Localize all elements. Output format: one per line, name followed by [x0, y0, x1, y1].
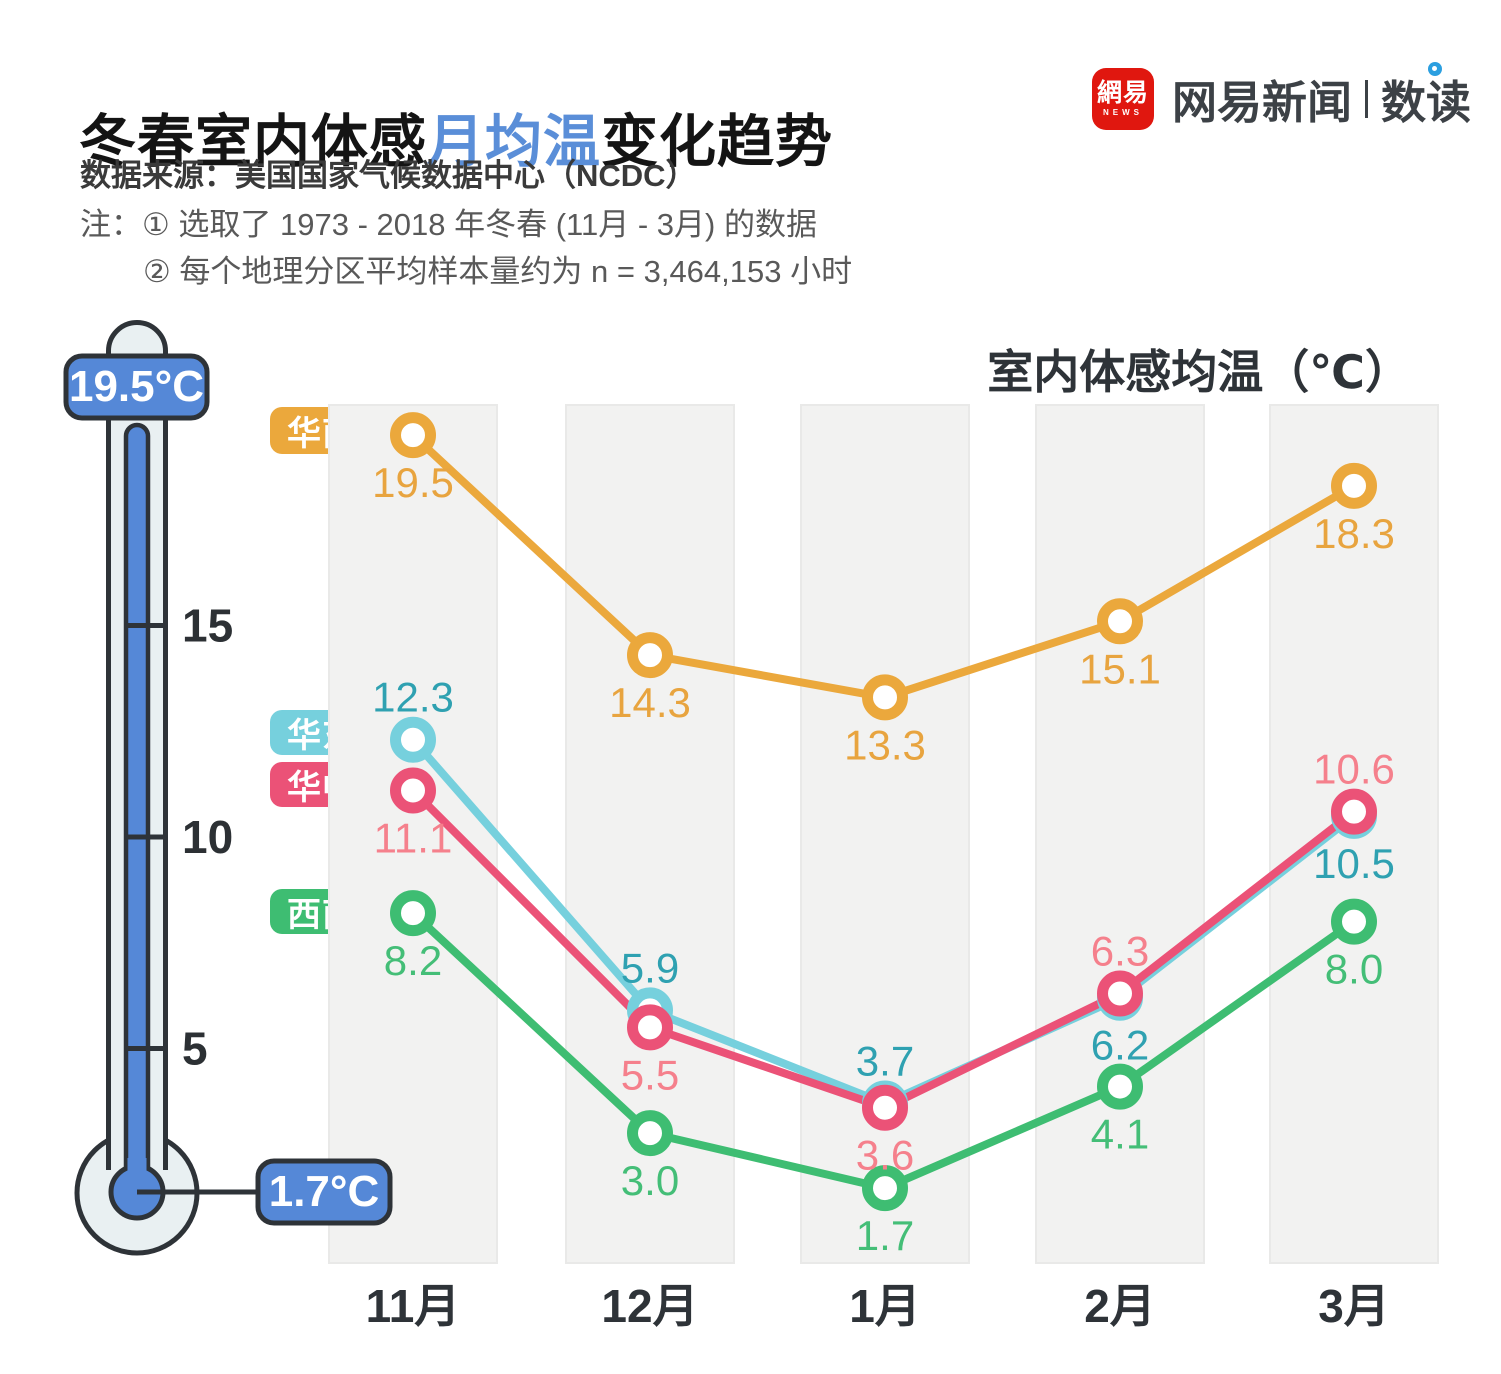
- value-label-xinan: 3.0: [621, 1157, 679, 1204]
- x-axis-label-12月: 12月: [601, 1280, 698, 1332]
- thermometer-tick-label: 5: [182, 1023, 208, 1075]
- thermometer-min-label-box: [255, 1158, 393, 1226]
- title-part-3: 变化趋势: [601, 110, 833, 175]
- thermometer-tick-label: 15: [182, 600, 233, 652]
- data-point-huanan: [627, 632, 673, 679]
- value-label-huadong: 10.5: [1313, 840, 1395, 887]
- value-label-huanan: 19.5: [372, 459, 454, 506]
- thermometer-max-label: 19.5°C: [69, 362, 204, 411]
- thermometer-fluid-joint: [127, 1158, 147, 1192]
- note-line-1: 注：① 选取了 1973 - 2018 年冬春 (11月 - 3月) 的数据: [80, 207, 817, 242]
- value-label-xinan: 4.1: [1091, 1111, 1149, 1158]
- data-point-xinan: [390, 890, 436, 937]
- data-point-huanan: [862, 674, 908, 721]
- thermometer-fluid-outline: [123, 422, 151, 1170]
- value-label-huazhong: 10.6: [1313, 746, 1395, 793]
- page-title: 冬春室内体感月均温变化趋势: [79, 96, 833, 178]
- logo-section-dot-icon: [1427, 62, 1442, 76]
- value-label-huadong: 5.9: [621, 944, 679, 991]
- logo-section-name: 数读: [1381, 62, 1472, 131]
- data-point-xinan: [862, 1165, 908, 1212]
- value-label-huazhong: 11.1: [374, 814, 453, 861]
- data-point-xinan: [1097, 1063, 1143, 1110]
- data-point-huazhong: [390, 767, 436, 814]
- y-axis-title: 室内体感均温（℃）: [987, 346, 1411, 398]
- month-band: [1035, 404, 1205, 1264]
- logo-divider: [1365, 79, 1369, 118]
- x-axis-label-3月: 3月: [1318, 1280, 1390, 1332]
- thermometer-tube-outline: [106, 320, 168, 1170]
- logo-mark-text: 網易: [1096, 79, 1149, 107]
- value-label-huazhong: 5.5: [621, 1051, 679, 1098]
- x-axis-labels: 11月 12月 1月 2月 3月: [366, 1280, 1390, 1332]
- data-point-huazhong: [1331, 788, 1377, 835]
- data-point-huanan: [390, 412, 436, 459]
- value-label-huazhong: 3.6: [856, 1132, 914, 1179]
- logo-wordmark: 网易新闻 数读: [1172, 62, 1472, 131]
- value-label-huanan: 13.3: [844, 721, 926, 768]
- x-axis-label-2月: 2月: [1084, 1280, 1156, 1332]
- title-part-1: 冬春室内体感: [79, 110, 427, 175]
- value-label-xinan: 1.7: [856, 1212, 914, 1259]
- data-point-huazhong: [862, 1084, 908, 1131]
- x-axis-label-11月: 11月: [366, 1280, 461, 1332]
- series-value-labels: 19.5 14.3 13.3 15.1 18.3 8.2 3.0 1.7 4.1 8.0 12.3 5…: [372, 459, 1395, 1259]
- value-label-huanan: 14.3: [609, 679, 691, 726]
- thermometer-max-label-box: [63, 353, 210, 421]
- netease-logo-icon: 網易 NEWS: [1092, 67, 1154, 130]
- value-label-huanan: 15.1: [1079, 645, 1161, 692]
- value-label-huazhong: 6.3: [1091, 928, 1149, 975]
- data-point-huazhong: [1097, 970, 1143, 1017]
- month-band: [328, 404, 498, 1264]
- value-label-huadong: 6.2: [1091, 1022, 1149, 1069]
- thermometer-min-label: 1.7°C: [269, 1167, 380, 1216]
- data-point-xinan: [1331, 898, 1377, 945]
- thermometer-ticks: 15 10 5: [126, 600, 233, 1075]
- value-label-huanan: 18.3: [1313, 510, 1395, 557]
- title-part-highlight: 月均温: [427, 110, 601, 175]
- logo-section-text: 数读: [1381, 77, 1472, 128]
- data-point-huadong: [390, 716, 436, 763]
- data-point-huazhong: [627, 1004, 673, 1051]
- series-markers: [390, 412, 1377, 1212]
- value-label-huadong: 12.3: [372, 674, 454, 721]
- data-point-huanan: [1097, 598, 1143, 645]
- logo-site-name: 网易新闻: [1172, 77, 1353, 128]
- data-source-line: 数据来源：美国国家气候数据中心（NCDC）: [80, 158, 697, 193]
- thermometer-tick-label: 10: [182, 811, 233, 863]
- logo-mark-subtext: NEWS: [1103, 108, 1143, 117]
- data-point-huanan: [1331, 462, 1377, 509]
- value-label-xinan: 8.0: [1325, 946, 1383, 993]
- note-line-2: ② 每个地理分区平均样本量约为 n = 3,464,153 小时: [143, 254, 853, 289]
- data-point-xinan: [627, 1110, 673, 1157]
- value-label-huadong: 3.7: [856, 1037, 914, 1084]
- x-axis-label-1月: 1月: [849, 1280, 921, 1332]
- netease-logo: 網易 NEWS 网易新闻 数读: [1092, 62, 1472, 131]
- thermometer: 15 10 5 19.5°C 1.7°C: [63, 320, 393, 1256]
- value-label-xinan: 8.2: [384, 937, 442, 984]
- thermometer-fluid-fill: [126, 425, 148, 1170]
